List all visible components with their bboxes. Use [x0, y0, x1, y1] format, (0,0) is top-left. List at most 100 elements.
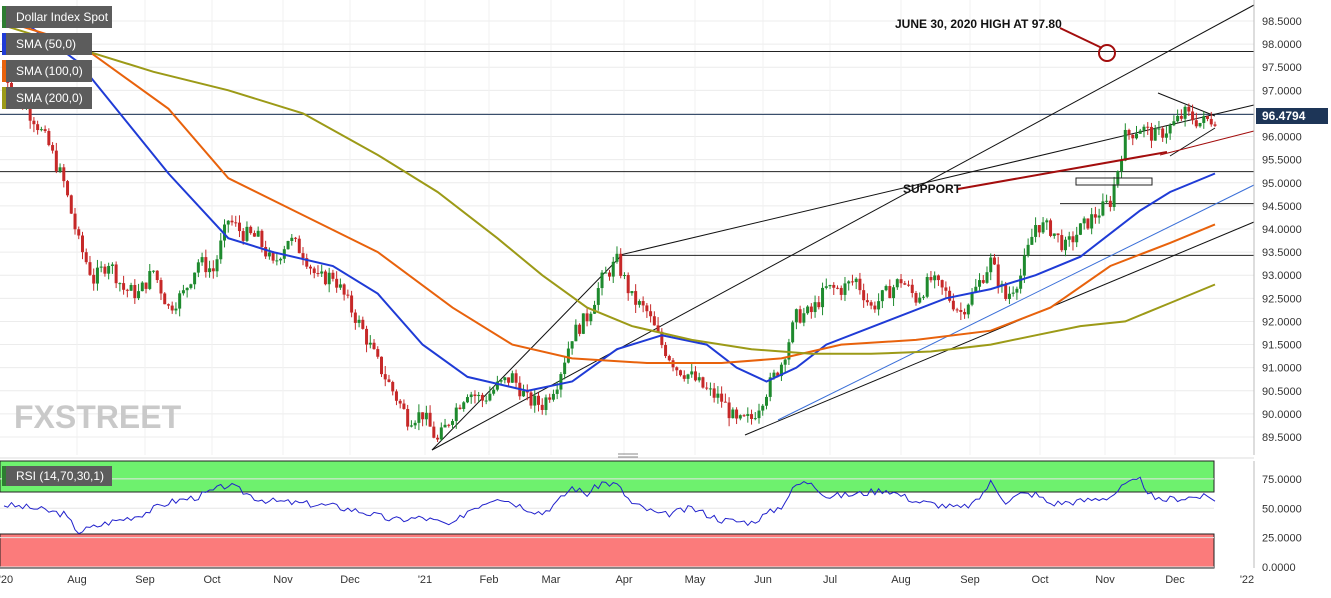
candle-body	[365, 328, 369, 345]
candle-body	[170, 305, 174, 311]
candle-body	[948, 290, 952, 301]
candle-body	[892, 287, 896, 299]
candle-body	[469, 394, 473, 398]
candle-body	[462, 402, 466, 409]
candle-body	[43, 129, 47, 132]
candle-body	[806, 306, 810, 314]
candle-body	[551, 393, 555, 400]
candle-body	[492, 389, 496, 394]
candle-body	[80, 235, 84, 253]
candle-body	[996, 264, 1000, 287]
candle-body	[533, 395, 537, 406]
candle-body	[84, 252, 88, 263]
candle-body	[107, 265, 111, 274]
candle-body	[869, 302, 873, 306]
candle-body	[701, 377, 705, 388]
legend-item[interactable]: SMA (100,0)	[2, 60, 92, 82]
candle-body	[776, 372, 780, 377]
candle-body	[338, 284, 342, 288]
time-tick-label: Dec	[340, 574, 360, 586]
time-tick-label: Aug	[67, 574, 87, 586]
candle-body	[570, 341, 574, 349]
candle-body	[559, 374, 563, 390]
trendline	[431, 254, 623, 451]
rsi-legend-label: RSI (14,70,30,1)	[16, 469, 104, 483]
support-zone-box	[1075, 177, 1153, 186]
legend-label: SMA (200,0)	[16, 91, 83, 105]
candle-body	[1097, 215, 1101, 218]
candle-body	[978, 280, 982, 287]
candle-body	[413, 422, 417, 426]
candle-body	[1187, 106, 1191, 112]
candle-body	[656, 325, 660, 332]
legend-item[interactable]: SMA (50,0)	[2, 33, 92, 55]
legend-item[interactable]: SMA (200,0)	[2, 87, 92, 109]
legend-item[interactable]: Dollar Index Spot	[2, 6, 112, 28]
candle-body	[880, 290, 884, 302]
candles	[2, 67, 1217, 442]
candle-body	[690, 371, 694, 375]
candle-body	[346, 294, 350, 296]
time-tick-label: Mar	[542, 574, 561, 586]
legend: Dollar Index Spot SMA (50,0) SMA (100,0) SM…	[2, 6, 112, 109]
grid	[0, 0, 1254, 455]
candle-body	[137, 291, 141, 299]
candle-body	[215, 259, 219, 272]
candle-body	[985, 272, 989, 283]
candle-body	[1135, 133, 1139, 139]
time-axis-ticks: '20 Aug Sep Oct Nov Dec '21 Feb Mar Apr May Jun Jul A…	[0, 574, 1254, 586]
candle-body	[951, 300, 955, 310]
candle-body	[783, 359, 787, 365]
candle-body	[286, 240, 290, 250]
candle-body	[1191, 111, 1195, 121]
candle-body	[1015, 288, 1019, 293]
candle-body	[873, 305, 877, 310]
trendline	[1169, 127, 1216, 157]
price-tick-label: 91.5000	[1262, 340, 1302, 352]
candle-body	[305, 258, 309, 267]
candle-body	[679, 370, 683, 376]
candle-body	[51, 145, 55, 151]
candle-body	[394, 391, 398, 401]
candle-body	[828, 284, 832, 287]
price-tick-label: 92.5000	[1262, 293, 1302, 305]
candle-body	[95, 267, 99, 284]
candle-body	[1060, 235, 1064, 251]
candle-body	[417, 412, 421, 423]
candle-body	[921, 296, 925, 298]
candle-body	[585, 313, 589, 322]
last-price-label: 96.4794	[1262, 109, 1306, 123]
time-tick-label: Nov	[273, 574, 293, 586]
candle-body	[473, 394, 477, 397]
candle-body	[200, 257, 204, 263]
candle-body	[974, 286, 978, 293]
candle-body	[320, 271, 324, 274]
candle-body	[260, 230, 264, 247]
candle-body	[1168, 125, 1172, 134]
trendline	[777, 184, 1255, 421]
candle-body	[735, 409, 739, 419]
legend-label: SMA (100,0)	[16, 64, 83, 78]
candle-body	[1209, 118, 1213, 125]
candle-body	[1101, 201, 1105, 216]
candle-body	[510, 373, 514, 383]
candle-body	[899, 279, 903, 284]
price-tick-label: 90.0000	[1262, 409, 1302, 421]
legend-label: Dollar Index Spot	[16, 10, 109, 24]
rsi-pane	[0, 460, 1216, 569]
candle-body	[1067, 236, 1071, 240]
time-tick-label: '21	[418, 574, 432, 586]
candle-body	[955, 309, 959, 311]
candle-body	[181, 290, 185, 294]
candle-body	[574, 324, 578, 342]
candle-body	[738, 415, 742, 419]
candle-body	[249, 226, 253, 234]
candle-body	[693, 371, 697, 381]
price-plot-area	[0, 0, 1254, 455]
candle-body	[1157, 128, 1161, 130]
rsi-oversold-zone	[0, 533, 1215, 569]
legend-label: SMA (50,0)	[16, 37, 76, 51]
candle-body	[163, 293, 167, 305]
sma-line	[3, 24, 1216, 355]
rsi-tick-label: 0.0000	[1262, 562, 1296, 574]
